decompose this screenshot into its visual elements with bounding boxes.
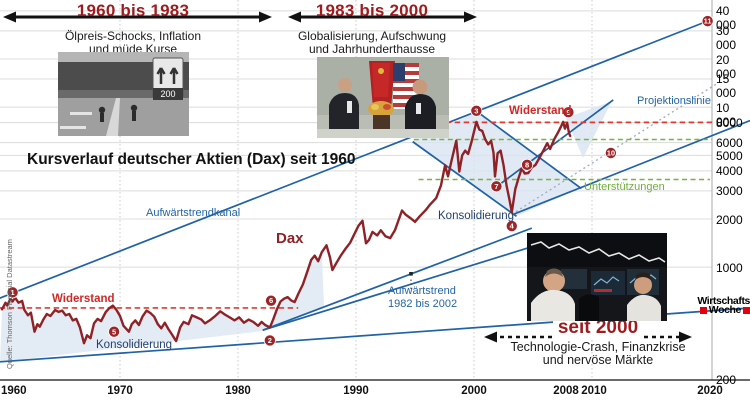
marker-3 xyxy=(470,104,483,117)
period-1960-1983: 1960 bis 1983 Ölpreis-Schocks, Inflation… xyxy=(23,1,243,55)
logo-line2: Woche xyxy=(708,304,742,316)
y-tick-label: 30 000 xyxy=(716,24,737,53)
x-tick-label: 2020 xyxy=(697,385,723,397)
period-desc: Ölpreis-Schocks, Inflation xyxy=(64,29,202,43)
konsolidierung-right-label: Konsolidierung xyxy=(438,210,515,222)
arrow-head-left xyxy=(288,11,301,23)
photo-reagan-gorbatschow xyxy=(317,57,449,138)
wirtschaftswoche-logo: Wirtschafts Woche xyxy=(692,295,750,316)
y-tick-label: 40 000 xyxy=(716,4,737,33)
marker-number-8: 8 xyxy=(525,160,529,169)
x-tick-label: 1990 xyxy=(343,385,369,397)
arrow-head-left xyxy=(3,11,16,23)
arrow-head-right xyxy=(679,331,692,343)
period-1983-2000: 1983 bis 2000 Globalisierung, Aufschwung… xyxy=(272,1,472,55)
x-tick-label: 2008 xyxy=(553,385,579,397)
marker-8 xyxy=(521,158,534,171)
widerstand-right-label: Widerstand xyxy=(509,105,572,117)
marker-number-10: 10 xyxy=(607,149,615,158)
period-desc: und müde Kurse xyxy=(88,41,178,56)
projektionslinie-label: Projektionslinie xyxy=(637,95,711,107)
y-tick-label: 3000 xyxy=(716,184,743,199)
trendline-konsolidierungskanal-rechts xyxy=(477,111,582,190)
marker-10 xyxy=(604,147,617,160)
period-desc: und Jahrhunderthausse xyxy=(308,41,436,56)
leader-square-marker xyxy=(409,272,413,276)
y-tick-label: 10 000 xyxy=(716,100,737,129)
y-tick-label: 4000 xyxy=(716,164,743,179)
y-tick-label: 200 xyxy=(716,372,737,387)
aufwaertstrend-label-line1: Aufwärtstrend xyxy=(388,285,456,297)
marker-5 xyxy=(108,325,121,338)
marker-2 xyxy=(263,334,276,347)
trendline-aufwaertstrendkanal-obere-linie xyxy=(0,20,707,299)
photo-autobahn-1960s: 200 xyxy=(58,52,189,136)
x-tick-label: 2010 xyxy=(581,385,607,397)
period-desc: Globalisierung, Aufschwung xyxy=(297,29,447,43)
logo-red-square-left xyxy=(699,307,707,314)
widerstand-left-label: Widerstand xyxy=(52,293,115,305)
trendline-aufwaertstrend-ab-2003 xyxy=(511,119,750,216)
aufwaertstrend-label-line2: 1982 bis 2002 xyxy=(388,298,458,310)
shaded-wedge-2008 xyxy=(566,101,612,158)
period-seit-2000: seit 2000 Technologie-Crash, Finanzkrise… xyxy=(498,317,698,366)
marker-9 xyxy=(562,106,575,119)
dax-series-label: Dax xyxy=(276,230,304,247)
y-tick-label: 6000 xyxy=(716,136,743,151)
marker-number-7: 7 xyxy=(494,182,498,191)
y-tick-label: 1000 xyxy=(716,260,743,275)
autobahn-sign-text: 200 xyxy=(160,89,175,99)
period-label: 1983 bis 2000 xyxy=(315,1,429,20)
y-tick-label: 5000 xyxy=(716,148,743,163)
marker-11 xyxy=(701,15,714,28)
arrow-head-right xyxy=(259,11,272,23)
dax-price-line xyxy=(0,120,572,345)
marker-number-1: 1 xyxy=(11,288,15,297)
aufwaertstrendkanal-label: Aufwärtstrendkanal xyxy=(146,207,241,219)
period-label: seit 2000 xyxy=(552,317,644,339)
marker-number-2: 2 xyxy=(268,336,272,345)
kurs-display-line xyxy=(530,241,666,263)
marker-number-9: 9 xyxy=(566,108,570,117)
unterstuetzungen-label: Unterstützungen xyxy=(584,181,665,193)
arrow-head-right xyxy=(464,11,477,23)
source-credit: Quelle: Thomson Financial Datastream xyxy=(5,239,14,369)
arrow-head-left xyxy=(484,331,497,343)
period-label: 1960 bis 1983 xyxy=(76,1,190,20)
marker-number-4: 4 xyxy=(510,222,515,231)
marker-1 xyxy=(6,286,19,299)
y-tick-label: 20 000 xyxy=(716,52,737,81)
x-tick-label: 1970 xyxy=(107,385,133,397)
x-tick-label: 1980 xyxy=(225,385,251,397)
x-tick-label: 1960 xyxy=(1,385,27,397)
marker-number-5: 5 xyxy=(112,327,116,336)
marker-4 xyxy=(505,220,518,233)
y-tick-label: 15 000 xyxy=(716,72,737,101)
photo-boersenhaendler xyxy=(527,233,667,321)
period-desc: Technologie-Crash, Finanzkrise xyxy=(510,340,686,354)
marker-6 xyxy=(265,294,278,307)
trendline-aufwaertstrend-1982-2002-a xyxy=(262,227,533,331)
konsolidierung-left-label: Konsolidierung xyxy=(96,339,173,351)
logo-red-square-right xyxy=(743,307,750,314)
marker-7 xyxy=(490,180,503,193)
period-desc: und nervöse Märkte xyxy=(542,352,654,367)
y-tick-label: 2000 xyxy=(716,212,743,227)
trendline-steiler-trend-ab-2001 xyxy=(495,99,614,188)
chart-title: Kursverlauf deutscher Aktien (Dax) seit … xyxy=(27,151,356,168)
logo-line1: Wirtschafts xyxy=(697,295,750,307)
marker-number-3: 3 xyxy=(474,106,478,115)
marker-number-6: 6 xyxy=(269,296,273,305)
x-tick-label: 2000 xyxy=(461,385,487,397)
marker-number-11: 11 xyxy=(704,17,712,26)
y-tick-label: 8000 xyxy=(716,116,743,131)
